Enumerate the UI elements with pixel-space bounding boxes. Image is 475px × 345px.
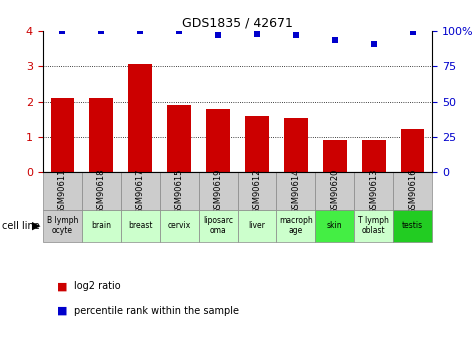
Title: GDS1835 / 42671: GDS1835 / 42671 bbox=[182, 17, 293, 30]
Text: GSM90612: GSM90612 bbox=[253, 169, 261, 214]
Text: brain: brain bbox=[91, 221, 111, 230]
Bar bbox=[82, 210, 121, 241]
Text: liposarc
oma: liposarc oma bbox=[203, 216, 233, 236]
Point bbox=[370, 41, 378, 47]
Bar bbox=[199, 172, 238, 210]
Point bbox=[175, 28, 183, 34]
Bar bbox=[206, 109, 230, 172]
Bar bbox=[354, 172, 393, 210]
Bar bbox=[401, 129, 425, 172]
Bar bbox=[362, 139, 386, 172]
Text: GSM90617: GSM90617 bbox=[136, 168, 144, 214]
Text: ■: ■ bbox=[57, 282, 67, 291]
Point bbox=[292, 32, 300, 38]
Point bbox=[331, 37, 339, 42]
Bar bbox=[393, 172, 432, 210]
Bar bbox=[160, 210, 199, 241]
Bar bbox=[82, 172, 121, 210]
Text: percentile rank within the sample: percentile rank within the sample bbox=[74, 306, 238, 315]
Point bbox=[253, 31, 261, 37]
Bar bbox=[121, 210, 160, 241]
Text: ▶: ▶ bbox=[32, 221, 41, 231]
Text: macroph
age: macroph age bbox=[279, 216, 313, 236]
Point bbox=[409, 30, 417, 35]
Text: cervix: cervix bbox=[168, 221, 190, 230]
Bar bbox=[354, 210, 393, 241]
Text: T lymph
oblast: T lymph oblast bbox=[359, 216, 390, 236]
Text: GSM90613: GSM90613 bbox=[370, 168, 378, 214]
Text: breast: breast bbox=[128, 221, 152, 230]
Bar bbox=[238, 172, 276, 210]
Text: skin: skin bbox=[327, 221, 342, 230]
Bar bbox=[245, 116, 269, 172]
Bar bbox=[50, 98, 74, 172]
Text: ■: ■ bbox=[57, 306, 67, 315]
Bar bbox=[199, 210, 238, 241]
Bar bbox=[43, 172, 82, 210]
Bar bbox=[167, 105, 191, 172]
Text: cell line: cell line bbox=[2, 221, 40, 231]
Text: B lymph
ocyte: B lymph ocyte bbox=[47, 216, 78, 236]
Text: liver: liver bbox=[248, 221, 266, 230]
Text: log2 ratio: log2 ratio bbox=[74, 282, 120, 291]
Text: testis: testis bbox=[402, 221, 423, 230]
Bar bbox=[276, 210, 315, 241]
Text: GSM90620: GSM90620 bbox=[331, 169, 339, 214]
Bar bbox=[315, 172, 354, 210]
Text: GSM90614: GSM90614 bbox=[292, 169, 300, 214]
Bar bbox=[43, 210, 82, 241]
Bar bbox=[284, 118, 308, 172]
Point bbox=[136, 28, 144, 34]
Bar bbox=[128, 64, 152, 172]
Bar bbox=[276, 172, 315, 210]
Bar bbox=[160, 172, 199, 210]
Text: GSM90615: GSM90615 bbox=[175, 169, 183, 214]
Bar bbox=[393, 210, 432, 241]
Point bbox=[58, 28, 66, 34]
Bar bbox=[121, 172, 160, 210]
Bar bbox=[315, 210, 354, 241]
Bar bbox=[323, 139, 347, 172]
Text: GSM90616: GSM90616 bbox=[408, 168, 417, 214]
Point bbox=[214, 32, 222, 38]
Bar bbox=[238, 210, 276, 241]
Text: GSM90618: GSM90618 bbox=[97, 168, 105, 214]
Point bbox=[97, 28, 105, 34]
Text: GSM90611: GSM90611 bbox=[58, 169, 66, 214]
Text: GSM90619: GSM90619 bbox=[214, 169, 222, 214]
Bar bbox=[89, 98, 113, 172]
